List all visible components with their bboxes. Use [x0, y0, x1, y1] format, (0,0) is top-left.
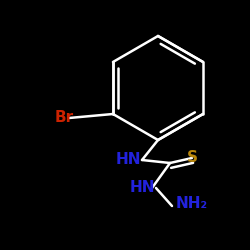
Text: HN: HN	[115, 152, 141, 168]
Text: HN: HN	[129, 180, 155, 196]
Text: S: S	[186, 150, 198, 166]
Text: Br: Br	[55, 110, 74, 126]
Text: NH₂: NH₂	[176, 196, 208, 212]
